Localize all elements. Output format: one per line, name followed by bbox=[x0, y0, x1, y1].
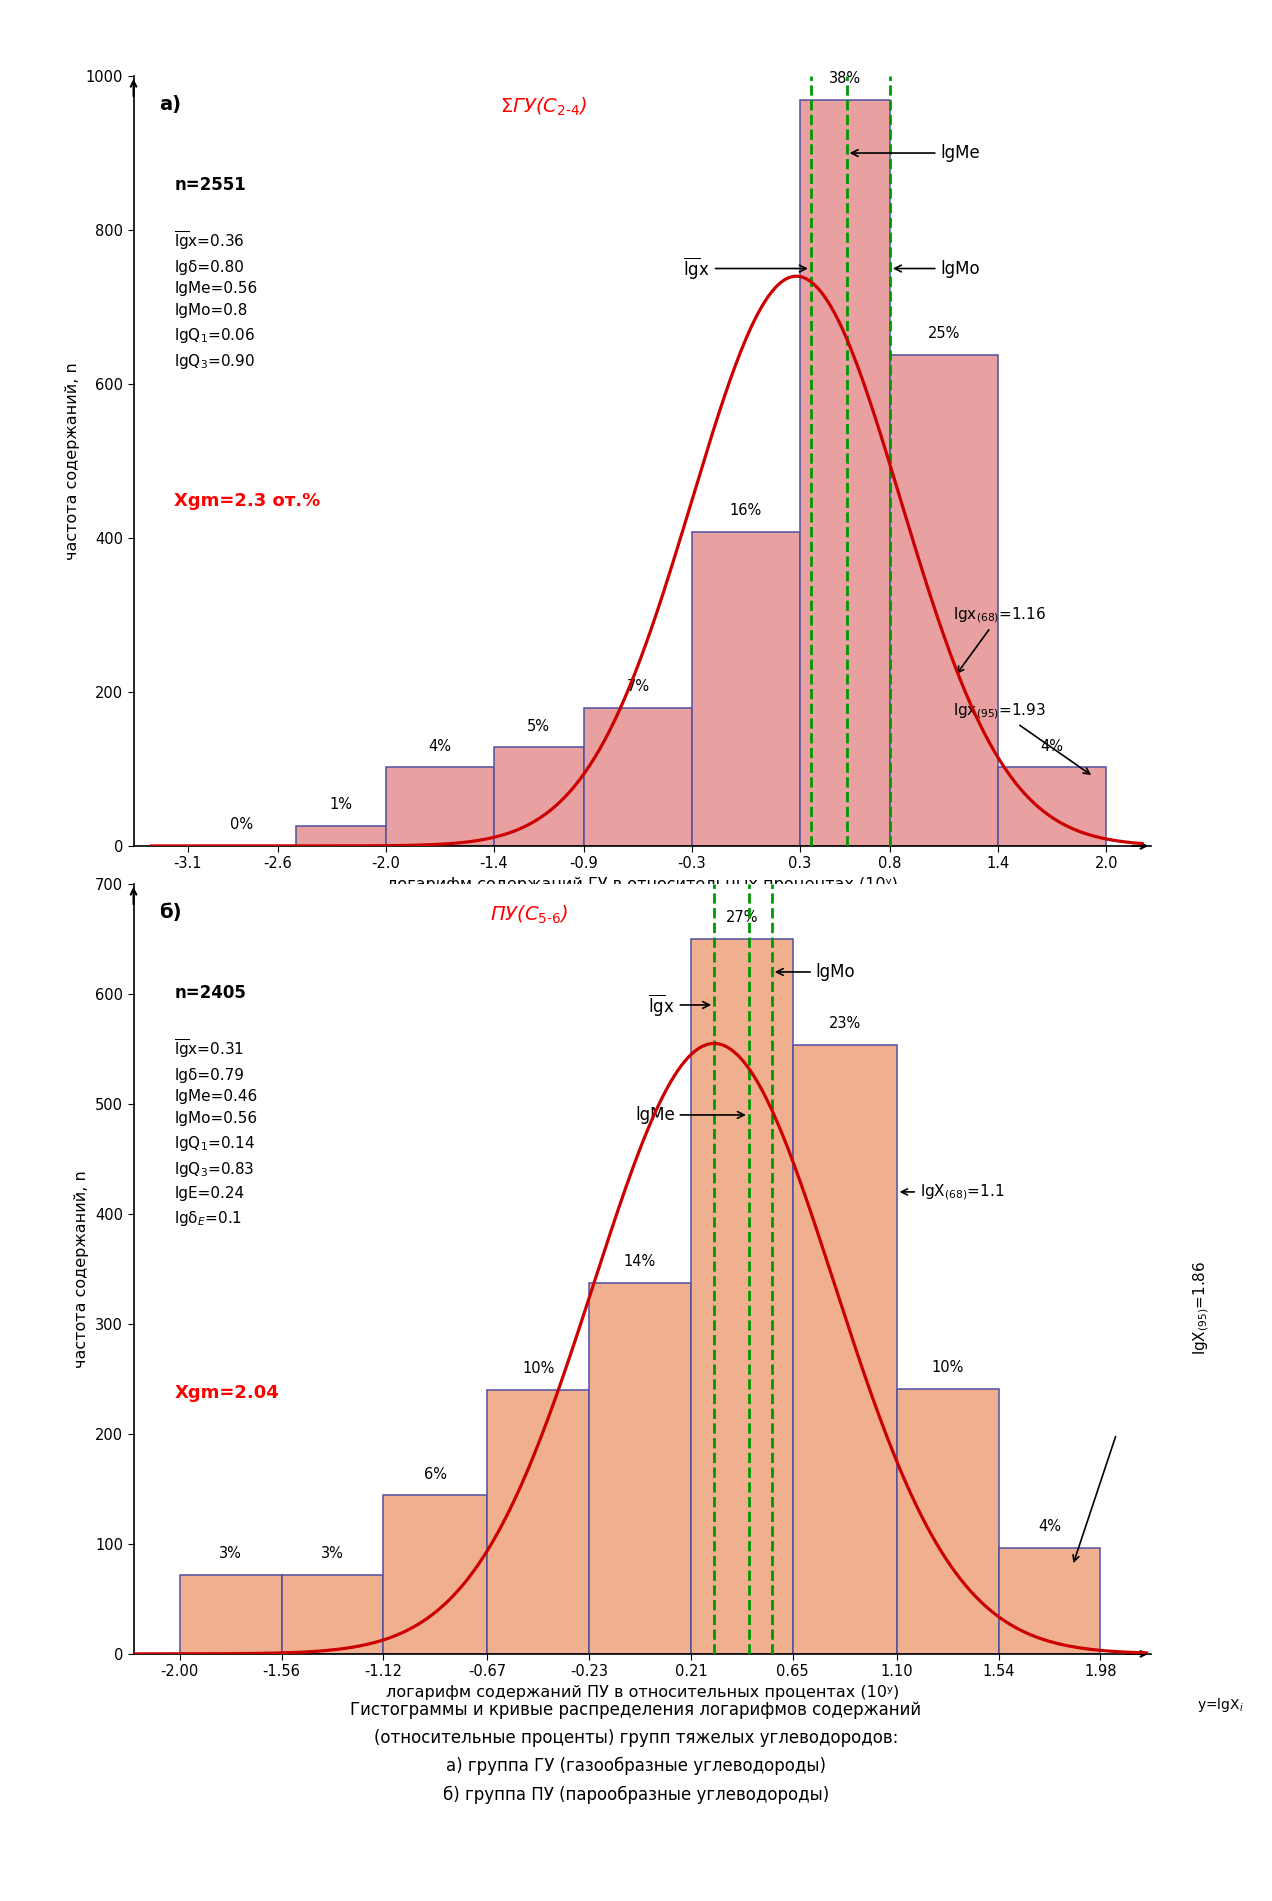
Text: 0%: 0% bbox=[230, 817, 253, 833]
Text: Xgm=2.04: Xgm=2.04 bbox=[174, 1384, 279, 1403]
Text: lgMo: lgMo bbox=[894, 260, 979, 278]
Bar bbox=[692, 532, 800, 846]
Text: 5%: 5% bbox=[528, 719, 551, 734]
Text: 3%: 3% bbox=[219, 1546, 242, 1561]
Text: 4%: 4% bbox=[1038, 1519, 1061, 1534]
Text: lgX$_{(95)}$=1.86: lgX$_{(95)}$=1.86 bbox=[1192, 1260, 1211, 1355]
Bar bbox=[897, 1390, 999, 1654]
Text: n=2551: n=2551 bbox=[174, 177, 245, 194]
Text: $\overline{\mathrm{lg}}$x=0.31
lgδ=0.79
lgMe=0.46
lgMo=0.56
lgQ$_1$=0.14
lgQ$_3$: $\overline{\mathrm{lg}}$x=0.31 lgδ=0.79 … bbox=[174, 1038, 257, 1228]
Bar bbox=[999, 1547, 1100, 1654]
Text: lgx$_{(68)}$=1.16: lgx$_{(68)}$=1.16 bbox=[953, 605, 1047, 673]
Text: 7%: 7% bbox=[626, 679, 650, 694]
Y-axis label: частота содержаний, n: частота содержаний, n bbox=[75, 1169, 89, 1369]
Text: 27%: 27% bbox=[725, 911, 758, 926]
Text: lgMe: lgMe bbox=[635, 1106, 744, 1123]
Bar bbox=[589, 1283, 691, 1654]
Text: 10%: 10% bbox=[522, 1361, 555, 1376]
Bar bbox=[281, 1574, 383, 1654]
Text: $\overline{\mathrm{lg}}$x=0.36
lgδ=0.80
lgMe=0.56
lgMo=0.8
lgQ$_1$=0.06
lgQ$_3$=: $\overline{\mathrm{lg}}$x=0.36 lgδ=0.80 … bbox=[174, 230, 257, 371]
Bar bbox=[383, 1496, 487, 1654]
Text: lgMo: lgMo bbox=[776, 964, 856, 981]
Text: 23%: 23% bbox=[828, 1015, 861, 1030]
Bar bbox=[487, 1390, 589, 1654]
Text: 4%: 4% bbox=[1040, 739, 1063, 753]
Text: 3%: 3% bbox=[321, 1546, 343, 1561]
Text: lgMe: lgMe bbox=[851, 144, 981, 162]
Y-axis label: частота содержаний, n: частота содержаний, n bbox=[65, 361, 80, 561]
Text: n=2405: n=2405 bbox=[174, 985, 247, 1002]
Text: 38%: 38% bbox=[829, 70, 861, 86]
Text: lgx$_{(95)}$=1.93: lgx$_{(95)}$=1.93 bbox=[953, 701, 1090, 774]
Text: 25%: 25% bbox=[927, 325, 960, 340]
Text: $\overline{\mathrm{lg}}$x: $\overline{\mathrm{lg}}$x bbox=[683, 255, 806, 281]
Text: 10%: 10% bbox=[931, 1359, 964, 1374]
Bar bbox=[584, 709, 692, 846]
Text: Гистограммы и кривые распределения логарифмов содержаний
(относительные проценты: Гистограммы и кривые распределения логар… bbox=[351, 1701, 921, 1804]
Bar bbox=[800, 101, 890, 846]
Bar bbox=[792, 1044, 897, 1654]
Text: 1%: 1% bbox=[329, 797, 352, 812]
Text: б): б) bbox=[159, 903, 182, 922]
Bar bbox=[295, 825, 385, 846]
Text: а): а) bbox=[159, 95, 181, 114]
Text: Xgm=2.3 от.%: Xgm=2.3 от.% bbox=[174, 492, 321, 509]
X-axis label: логарифм содержаний ПУ в относительных процентах (10ʸ): логарифм содержаний ПУ в относительных п… bbox=[385, 1684, 899, 1699]
Bar bbox=[999, 768, 1107, 846]
Text: 4%: 4% bbox=[429, 739, 452, 753]
Text: ПУ(С$_{5\text{-}6}$): ПУ(С$_{5\text{-}6}$) bbox=[490, 903, 569, 926]
Bar bbox=[494, 747, 584, 846]
Bar bbox=[385, 768, 494, 846]
Text: 6%: 6% bbox=[424, 1468, 446, 1481]
Text: 14%: 14% bbox=[625, 1255, 656, 1270]
Bar bbox=[691, 939, 792, 1654]
Text: lgX$_{(68)}$=1.1: lgX$_{(68)}$=1.1 bbox=[902, 1182, 1005, 1201]
Text: 16%: 16% bbox=[730, 504, 762, 517]
X-axis label: логарифм содержаний ГУ в относительных процентах (10ʸ): логарифм содержаний ГУ в относительных п… bbox=[387, 876, 898, 892]
Text: $\overline{\mathrm{lg}}$x: $\overline{\mathrm{lg}}$x bbox=[649, 992, 710, 1017]
Text: $\Sigma$ГУ(С$_{2\text{-}4}$): $\Sigma$ГУ(С$_{2\text{-}4}$) bbox=[500, 95, 586, 118]
Bar bbox=[179, 1574, 281, 1654]
Text: y=lgX$_i$: y=lgX$_i$ bbox=[1197, 1696, 1244, 1715]
Bar bbox=[890, 355, 999, 846]
